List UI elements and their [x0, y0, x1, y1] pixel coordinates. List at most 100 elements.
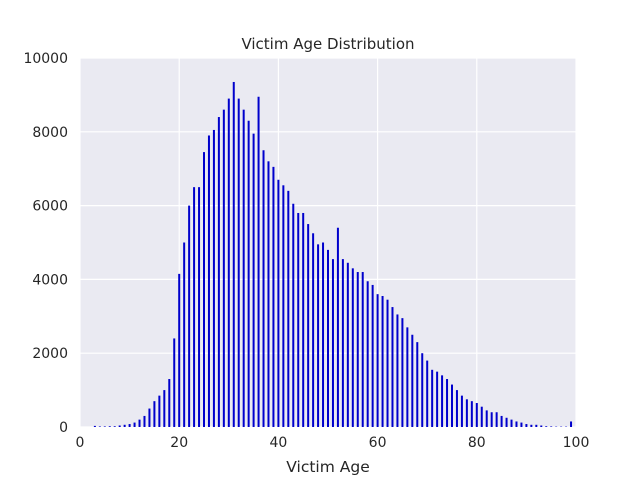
bar	[232, 81, 235, 427]
bar	[297, 212, 300, 427]
y-tick-label: 4000	[32, 272, 68, 288]
bar	[183, 242, 186, 427]
bar	[441, 375, 444, 427]
bar	[103, 426, 106, 427]
bar	[193, 187, 196, 427]
bar	[455, 390, 458, 427]
x-tick-label: 60	[369, 435, 387, 451]
bar	[173, 338, 176, 427]
bar	[312, 233, 315, 427]
bar	[346, 262, 349, 427]
bar	[98, 426, 101, 427]
bar	[540, 425, 543, 427]
bar	[178, 273, 181, 427]
bar	[351, 268, 354, 427]
bar	[168, 379, 171, 427]
bar	[500, 415, 503, 427]
bar	[158, 395, 161, 427]
x-axis-label: Victim Age	[286, 458, 369, 476]
bar	[446, 379, 449, 427]
bar	[401, 318, 404, 427]
bar	[198, 187, 201, 427]
y-tick-label: 8000	[32, 125, 68, 141]
y-axis-ticks: 0 2000 4000 6000 8000 10000	[23, 51, 68, 436]
bar	[317, 244, 320, 427]
y-tick-label: 10000	[23, 51, 68, 67]
bar	[490, 412, 493, 427]
bar	[108, 426, 111, 427]
x-tick-label: 40	[269, 435, 287, 451]
x-tick-label: 0	[76, 435, 85, 451]
bar	[252, 133, 255, 427]
bar	[431, 369, 434, 427]
bar	[123, 424, 126, 427]
y-tick-label: 6000	[32, 199, 68, 215]
bar	[267, 161, 270, 427]
bar	[495, 412, 498, 427]
bar	[465, 399, 468, 427]
bar	[510, 419, 513, 427]
bar	[257, 96, 260, 427]
y-tick-label: 0	[59, 420, 68, 436]
bars	[93, 81, 573, 428]
bar	[138, 419, 141, 427]
bar	[207, 135, 210, 428]
bar	[331, 259, 334, 427]
bar	[327, 249, 329, 427]
bar	[272, 166, 275, 428]
bar	[341, 259, 344, 427]
x-tick-label: 100	[563, 435, 590, 451]
bar	[426, 360, 429, 427]
bar	[366, 281, 369, 427]
bar	[292, 203, 295, 427]
x-tick-label: 20	[170, 435, 188, 451]
bar	[386, 299, 389, 427]
bar	[381, 296, 384, 427]
x-axis-ticks: 0 20 40 60 80 100	[76, 435, 590, 451]
bar	[188, 205, 191, 427]
bar	[505, 417, 508, 427]
bar	[302, 212, 305, 427]
bar	[163, 390, 166, 427]
bar	[550, 426, 553, 427]
bar	[361, 272, 364, 427]
bar	[242, 109, 245, 427]
bar	[356, 272, 359, 427]
bar	[406, 327, 409, 427]
bar	[475, 403, 478, 427]
bar	[376, 294, 379, 427]
bar	[153, 401, 156, 427]
bar	[436, 371, 439, 427]
bar	[520, 422, 523, 427]
bar	[411, 334, 414, 427]
bar	[217, 117, 220, 427]
y-tick-label: 2000	[32, 346, 68, 362]
bar	[247, 120, 250, 427]
bar	[451, 384, 453, 427]
bar	[148, 408, 151, 427]
bar	[480, 406, 483, 427]
bar	[93, 425, 96, 427]
bar	[421, 353, 424, 427]
x-tick-label: 80	[468, 435, 486, 451]
bar	[525, 424, 528, 427]
bar	[282, 185, 285, 427]
bar	[515, 421, 518, 427]
bar	[203, 152, 205, 427]
bar	[222, 109, 225, 427]
bar	[262, 150, 265, 427]
bar	[322, 242, 325, 427]
bar	[118, 425, 121, 427]
chart-title: Victim Age Distribution	[241, 35, 414, 53]
bar	[277, 179, 280, 427]
bar	[535, 424, 538, 427]
bar	[530, 424, 533, 427]
bar	[227, 98, 230, 427]
bar	[307, 224, 310, 427]
bar	[128, 424, 131, 427]
bar	[396, 314, 399, 427]
bar	[336, 227, 339, 427]
bar	[460, 395, 463, 427]
bar	[391, 307, 394, 427]
